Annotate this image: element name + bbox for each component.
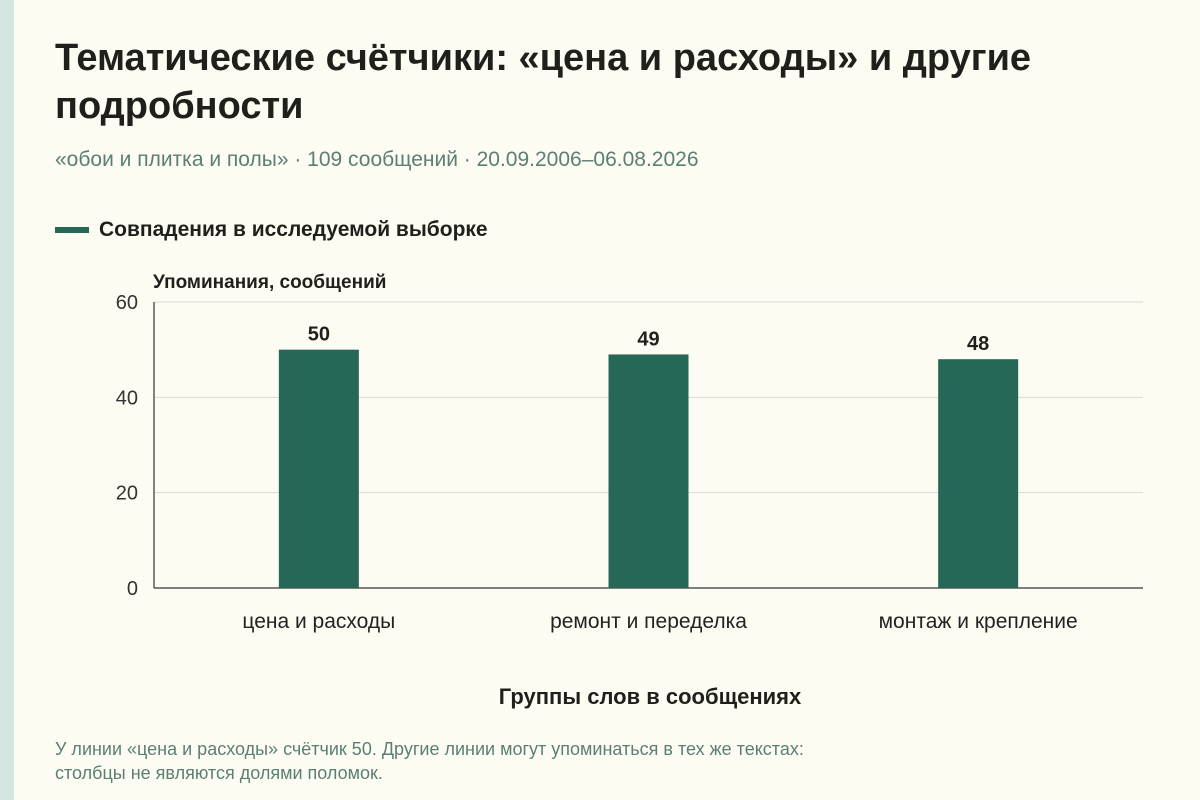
bar-value-label-0: 50 (308, 324, 330, 346)
legend-swatch (55, 227, 89, 233)
y-tick-label-20: 20 (116, 483, 138, 505)
bar-0 (278, 349, 359, 588)
y-tick-label-40: 40 (116, 387, 138, 409)
footnote-line-1: У линии «цена и расходы» счётчик 50. Дру… (55, 739, 804, 759)
bar-2 (938, 359, 1019, 588)
footnote: У линии «цена и расходы» счётчик 50. Дру… (55, 737, 1055, 785)
y-tick-label-60: 60 (116, 292, 138, 314)
y-tick-label-0: 0 (127, 578, 138, 600)
legend: Совпадения в исследуемой выборке (55, 218, 488, 242)
y-axis-label: Упоминания, сообщений (153, 272, 387, 293)
x-tick-label-1: ремонт и переделка (550, 610, 747, 633)
footnote-line-2: столбцы не являются долями поломок. (55, 763, 383, 783)
left-accent-stripe (0, 0, 14, 800)
bar-1 (608, 354, 689, 588)
x-tick-label-2: монтаж и крепление (879, 610, 1078, 633)
legend-label: Совпадения в исследуемой выборке (99, 218, 488, 241)
bar-value-label-1: 49 (637, 328, 659, 350)
chart-title: Тематические счётчики: «цена и расходы» … (55, 37, 1032, 127)
bar-value-label-2: 48 (967, 333, 989, 355)
x-axis-label: Группы слов в сообщениях (498, 684, 802, 709)
x-tick-label-0: цена и расходы (242, 610, 395, 633)
bar-chart: 0 20 40 60 50 цена и расходы 49 ремонт и переде… (116, 292, 1143, 633)
chart-subtitle: «обои и плитка и полы» · 109 сообщений ·… (55, 148, 699, 171)
